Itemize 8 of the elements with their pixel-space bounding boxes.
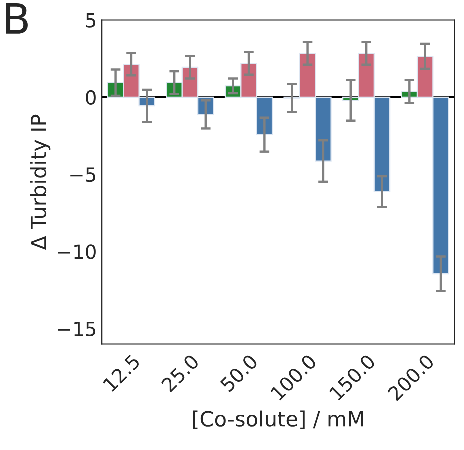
y-tick-label: 0 xyxy=(86,90,96,106)
x-axis-title: [Co-solute] / mM xyxy=(193,410,364,430)
y-axis-title: Δ Turbidity IP xyxy=(30,114,51,250)
y-tick-label: −10 xyxy=(58,244,96,260)
y-tick-label: 5 xyxy=(86,13,96,28)
y-tick-label: −15 xyxy=(58,322,96,336)
y-tick-label: −5 xyxy=(70,168,96,182)
text: B xyxy=(6,4,28,34)
